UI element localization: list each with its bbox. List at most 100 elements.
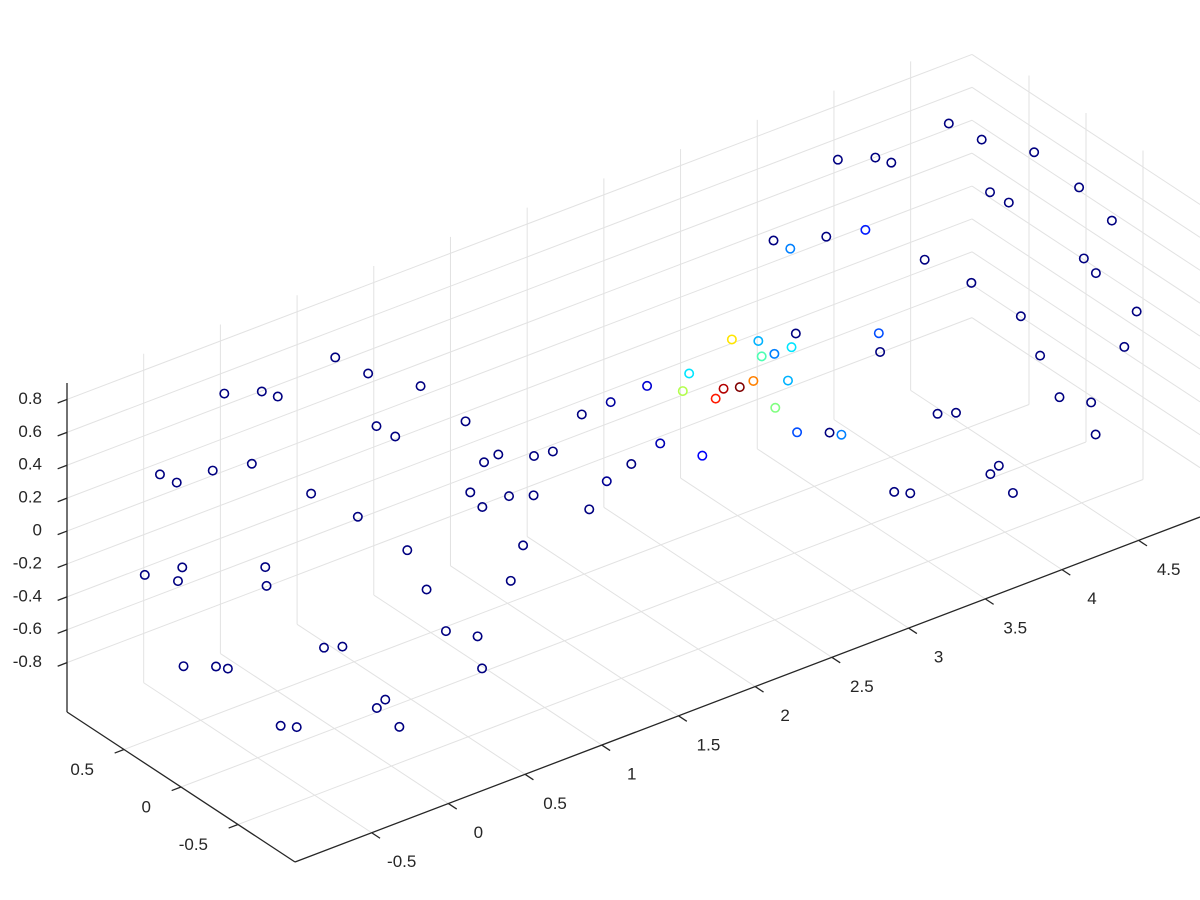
point bbox=[873, 328, 884, 339]
point bbox=[605, 397, 616, 408]
point bbox=[770, 402, 781, 413]
point bbox=[518, 540, 529, 551]
tick-mark bbox=[1138, 539, 1148, 547]
point bbox=[219, 388, 230, 399]
point bbox=[260, 562, 271, 573]
point bbox=[1003, 197, 1014, 208]
grid-line bbox=[971, 284, 1200, 436]
axes-layer: -0.5 0 0.5 1 1.5 2 2.5 3 3.5 4 4.5 -0.5 0 0.5 -0.8 -0.6… bbox=[13, 383, 1200, 871]
point bbox=[363, 368, 374, 379]
point bbox=[440, 626, 451, 637]
point bbox=[756, 351, 767, 362]
x-tick-label: 4 bbox=[1087, 589, 1096, 608]
point bbox=[734, 382, 745, 393]
grid-line bbox=[66, 317, 973, 664]
point bbox=[1029, 147, 1040, 158]
point bbox=[1015, 311, 1026, 322]
point bbox=[824, 427, 835, 438]
tick-mark bbox=[448, 802, 458, 810]
point bbox=[768, 235, 779, 246]
grid-line bbox=[180, 441, 1087, 788]
point bbox=[1131, 306, 1142, 317]
grid-line bbox=[971, 317, 1200, 469]
point bbox=[985, 469, 996, 480]
tick-mark bbox=[754, 686, 764, 693]
point bbox=[782, 375, 793, 386]
tick-mark bbox=[57, 629, 68, 634]
point bbox=[905, 488, 916, 499]
grid-line bbox=[971, 86, 1200, 238]
point bbox=[207, 465, 218, 476]
x-tick-label: 0 bbox=[474, 823, 483, 842]
point bbox=[769, 348, 780, 359]
tick-mark bbox=[57, 662, 68, 667]
point bbox=[319, 642, 330, 653]
point bbox=[477, 501, 488, 512]
point bbox=[753, 336, 764, 347]
x-tick-label: 3 bbox=[934, 648, 943, 667]
point bbox=[748, 375, 759, 386]
point bbox=[860, 224, 871, 235]
point bbox=[870, 152, 881, 163]
point bbox=[275, 720, 286, 731]
grid-line bbox=[66, 86, 973, 433]
point bbox=[1086, 397, 1097, 408]
point bbox=[1078, 253, 1089, 264]
point bbox=[261, 580, 272, 591]
point bbox=[697, 450, 708, 461]
z-tick-label: 0.4 bbox=[18, 455, 42, 474]
point bbox=[1090, 268, 1101, 279]
tick-mark bbox=[524, 773, 534, 781]
grid-line bbox=[971, 218, 1200, 370]
grid-line bbox=[971, 54, 1200, 205]
grid-line bbox=[66, 185, 973, 532]
tick-mark bbox=[57, 530, 68, 536]
point bbox=[477, 663, 488, 674]
point bbox=[993, 460, 1004, 471]
point bbox=[1007, 487, 1018, 498]
point bbox=[337, 641, 348, 652]
point bbox=[584, 504, 595, 515]
point bbox=[330, 352, 341, 363]
point bbox=[171, 477, 182, 488]
tick-mark bbox=[1061, 569, 1071, 576]
point bbox=[505, 575, 516, 586]
tick-mark bbox=[228, 823, 239, 829]
x-tick-label: 2 bbox=[780, 706, 789, 725]
grid-line bbox=[971, 251, 1200, 403]
x-tick-label: 1 bbox=[627, 765, 636, 784]
point bbox=[306, 488, 317, 499]
point bbox=[790, 328, 801, 339]
grid-line bbox=[123, 404, 1030, 750]
x-tick-label: 4.5 bbox=[1157, 560, 1181, 579]
point bbox=[1106, 215, 1117, 226]
point bbox=[950, 407, 961, 418]
z-tick-label: -0.6 bbox=[13, 619, 42, 638]
point bbox=[677, 386, 688, 397]
point bbox=[465, 487, 476, 498]
x-tick-label: 0.5 bbox=[543, 794, 567, 813]
point bbox=[836, 429, 847, 440]
point bbox=[785, 243, 796, 254]
scatter-layer bbox=[139, 118, 1142, 733]
grid-line bbox=[66, 251, 973, 598]
grid-line bbox=[971, 152, 1200, 304]
y-tick-label: 0 bbox=[142, 797, 151, 816]
tick-mark bbox=[57, 563, 68, 569]
point bbox=[421, 584, 432, 595]
point bbox=[821, 231, 832, 242]
z-tick-label: -0.4 bbox=[13, 586, 42, 605]
tick-mark bbox=[57, 497, 68, 503]
point bbox=[792, 427, 803, 438]
x-tick-label: 1.5 bbox=[697, 735, 721, 754]
z-tick-label: 0.6 bbox=[18, 422, 42, 441]
point bbox=[1119, 341, 1130, 352]
tick-mark bbox=[601, 744, 611, 752]
point bbox=[718, 383, 729, 394]
point bbox=[390, 431, 401, 442]
grid-line bbox=[66, 53, 973, 400]
x-tick-label: 2.5 bbox=[850, 677, 874, 696]
point bbox=[529, 451, 540, 462]
point bbox=[178, 661, 189, 672]
